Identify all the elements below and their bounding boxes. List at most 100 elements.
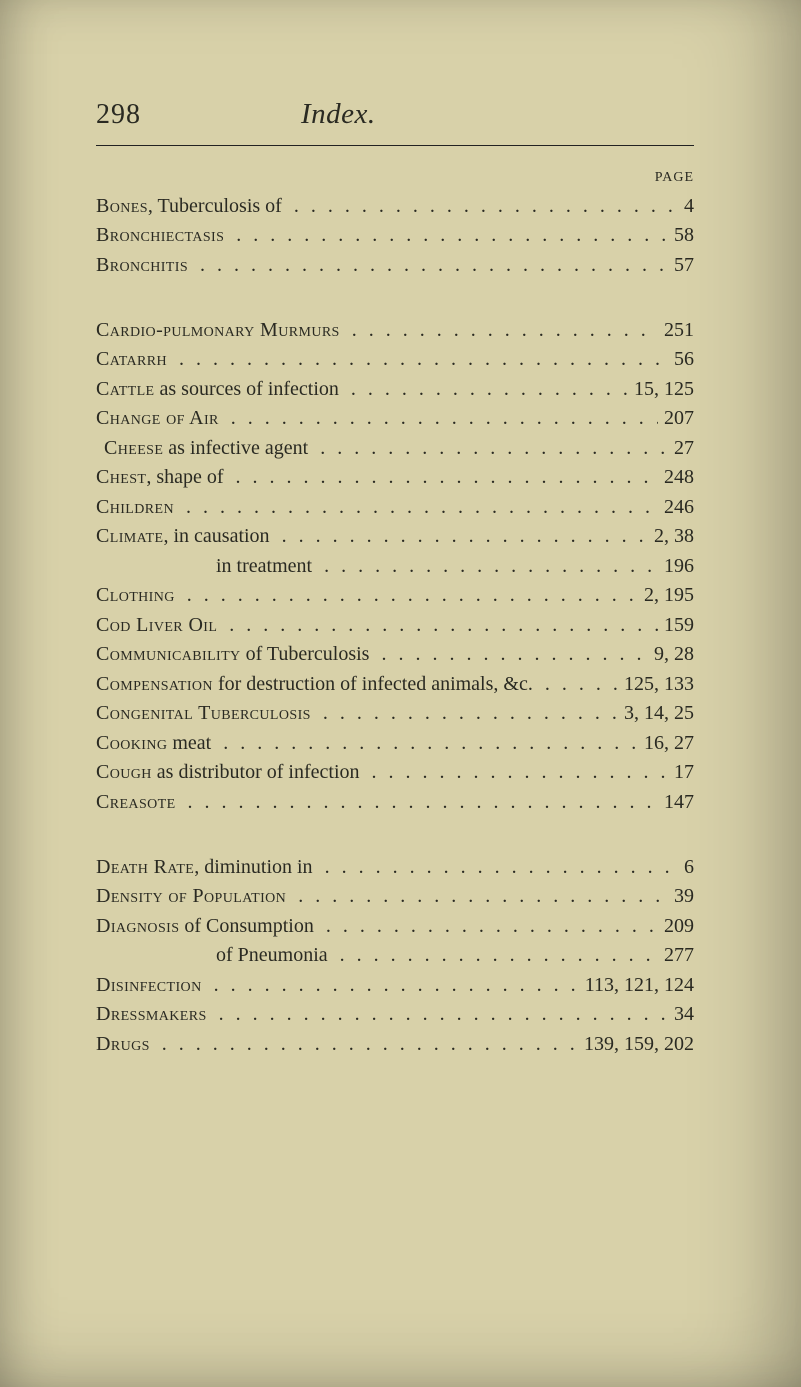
index-entry: Bones, Tuberculosis of..................… bbox=[96, 196, 694, 216]
entry-page: 39 bbox=[674, 886, 694, 906]
index-entry: Disinfection............................… bbox=[96, 975, 694, 995]
leader-dots: ........................................… bbox=[352, 320, 658, 340]
index-entry: Cheese as infective agent...............… bbox=[96, 438, 694, 458]
entry-smallcaps: Diagnosis bbox=[96, 915, 179, 937]
entry-label: Disinfection bbox=[96, 975, 202, 995]
page-title: Index. bbox=[301, 98, 376, 131]
entry-rest: as infective agent bbox=[163, 437, 308, 459]
entry-page: 209 bbox=[664, 916, 694, 936]
leader-dots: ........................................… bbox=[282, 526, 648, 546]
leader-dots: ........................................… bbox=[320, 438, 668, 458]
index-entry: Congenital Tuberculosis.................… bbox=[96, 703, 694, 723]
entry-rest: , shape of bbox=[146, 466, 223, 488]
entry-page: 125, 133 bbox=[624, 674, 694, 694]
index-entry: of Pneumonia............................… bbox=[96, 945, 694, 965]
leader-dots: ........................................… bbox=[298, 886, 668, 906]
page-header: 298 Index. bbox=[96, 98, 694, 131]
index-entry: Change of Air...........................… bbox=[96, 408, 694, 428]
entry-smallcaps: Chest bbox=[96, 466, 146, 488]
entry-label: Climate, in causation bbox=[96, 526, 270, 546]
index-entry: Compensation for destruction of infected… bbox=[96, 674, 694, 694]
entry-label: Change of Air bbox=[96, 408, 219, 428]
entry-label: Cod Liver Oil bbox=[96, 615, 217, 635]
entry-page: 3, 14, 25 bbox=[624, 703, 694, 723]
entry-rest: for destruction of infected animals, &c. bbox=[213, 673, 533, 695]
entry-smallcaps: Compensation bbox=[96, 673, 213, 695]
entry-smallcaps: Bronchiectasis bbox=[96, 224, 224, 246]
entry-page: 58 bbox=[674, 225, 694, 245]
index-entry: Death Rate, diminution in...............… bbox=[96, 857, 694, 877]
entry-page: 196 bbox=[664, 556, 694, 576]
entry-label: Diagnosis of Consumption bbox=[96, 916, 314, 936]
entry-smallcaps: Density of Population bbox=[96, 885, 286, 907]
leader-dots: ........................................… bbox=[325, 857, 678, 877]
index-entry: Communicability of Tuberculosis.........… bbox=[96, 644, 694, 664]
page-number: 298 bbox=[96, 99, 141, 131]
entry-smallcaps: Congenital Tuberculosis bbox=[96, 702, 311, 724]
leader-dots: ........................................… bbox=[187, 585, 638, 605]
index-entry: Bronchiectasis..........................… bbox=[96, 225, 694, 245]
entry-page: 113, 121, 124 bbox=[585, 975, 694, 995]
entry-page: 277 bbox=[664, 945, 694, 965]
entry-smallcaps: Death Rate bbox=[96, 856, 194, 878]
leader-dots: ........................................… bbox=[188, 792, 658, 812]
leader-dots: ........................................… bbox=[231, 408, 658, 428]
entry-page: 9, 28 bbox=[654, 644, 694, 664]
entry-label: Compensation for destruction of infected… bbox=[96, 674, 533, 694]
index-entry: Diagnosis of Consumption................… bbox=[96, 916, 694, 936]
entry-label: in treatment bbox=[96, 556, 312, 576]
entry-label: Cough as distributor of infection bbox=[96, 762, 360, 782]
index-entry: Cattle as sources of infection..........… bbox=[96, 379, 694, 399]
entry-smallcaps: Cheese bbox=[104, 437, 163, 459]
entry-page: 147 bbox=[664, 792, 694, 812]
leader-dots: ........................................… bbox=[326, 916, 658, 936]
entry-page: 4 bbox=[684, 196, 694, 216]
entry-smallcaps: Cooking bbox=[96, 732, 167, 754]
entry-smallcaps: Children bbox=[96, 496, 174, 518]
entry-page: 16, 27 bbox=[644, 733, 694, 753]
index-entry: Cough as distributor of infection.......… bbox=[96, 762, 694, 782]
entry-page: 139, 159, 202 bbox=[584, 1034, 694, 1054]
leader-dots: ........................................… bbox=[236, 467, 658, 487]
entry-rest: , Tuberculosis of bbox=[148, 195, 282, 217]
index-page: 298 Index. PAGE Bones, Tuberculosis of..… bbox=[96, 98, 694, 1063]
entry-smallcaps: Creasote bbox=[96, 791, 176, 813]
entry-label: Communicability of Tuberculosis bbox=[96, 644, 369, 664]
leader-dots: ........................................… bbox=[186, 497, 658, 517]
leader-dots: ........................................… bbox=[236, 225, 668, 245]
entry-label: Bronchitis bbox=[96, 255, 188, 275]
index-entry: Bronchitis..............................… bbox=[96, 255, 694, 275]
leader-dots: ........................................… bbox=[340, 945, 658, 965]
entry-page: 15, 125 bbox=[634, 379, 694, 399]
entry-label: Density of Population bbox=[96, 886, 286, 906]
entry-rest: of Tuberculosis bbox=[241, 643, 370, 665]
entry-page: 207 bbox=[664, 408, 694, 428]
entry-smallcaps: Catarrh bbox=[96, 348, 167, 370]
leader-dots: ........................................… bbox=[162, 1034, 578, 1054]
entry-label: Chest, shape of bbox=[96, 467, 224, 487]
leader-dots: ........................................… bbox=[351, 379, 628, 399]
entry-smallcaps: Climate bbox=[96, 525, 163, 547]
index-entry: Drugs...................................… bbox=[96, 1034, 694, 1054]
leader-dots: ........................................… bbox=[179, 349, 668, 369]
entry-smallcaps: Disinfection bbox=[96, 974, 202, 996]
entry-page: 246 bbox=[664, 497, 694, 517]
index-entry: Children................................… bbox=[96, 497, 694, 517]
column-label-page: PAGE bbox=[96, 170, 694, 186]
entry-smallcaps: Communicability bbox=[96, 643, 241, 665]
index-entry: Catarrh.................................… bbox=[96, 349, 694, 369]
entry-smallcaps: Cod Liver Oil bbox=[96, 614, 217, 636]
entry-page: 34 bbox=[674, 1004, 694, 1024]
index-entry: Density of Population...................… bbox=[96, 886, 694, 906]
leader-dots: ........................................… bbox=[372, 762, 668, 782]
entry-rest: as sources of infection bbox=[155, 378, 339, 400]
index-entry: Clothing................................… bbox=[96, 585, 694, 605]
entry-label: Children bbox=[96, 497, 174, 517]
entry-page: 6 bbox=[684, 857, 694, 877]
entry-page: 251 bbox=[664, 320, 694, 340]
entry-page: 57 bbox=[674, 255, 694, 275]
index-entry: in treatment............................… bbox=[96, 556, 694, 576]
entry-smallcaps: Drugs bbox=[96, 1033, 150, 1055]
index-entry: Cod Liver Oil...........................… bbox=[96, 615, 694, 635]
group-gap bbox=[96, 284, 694, 310]
